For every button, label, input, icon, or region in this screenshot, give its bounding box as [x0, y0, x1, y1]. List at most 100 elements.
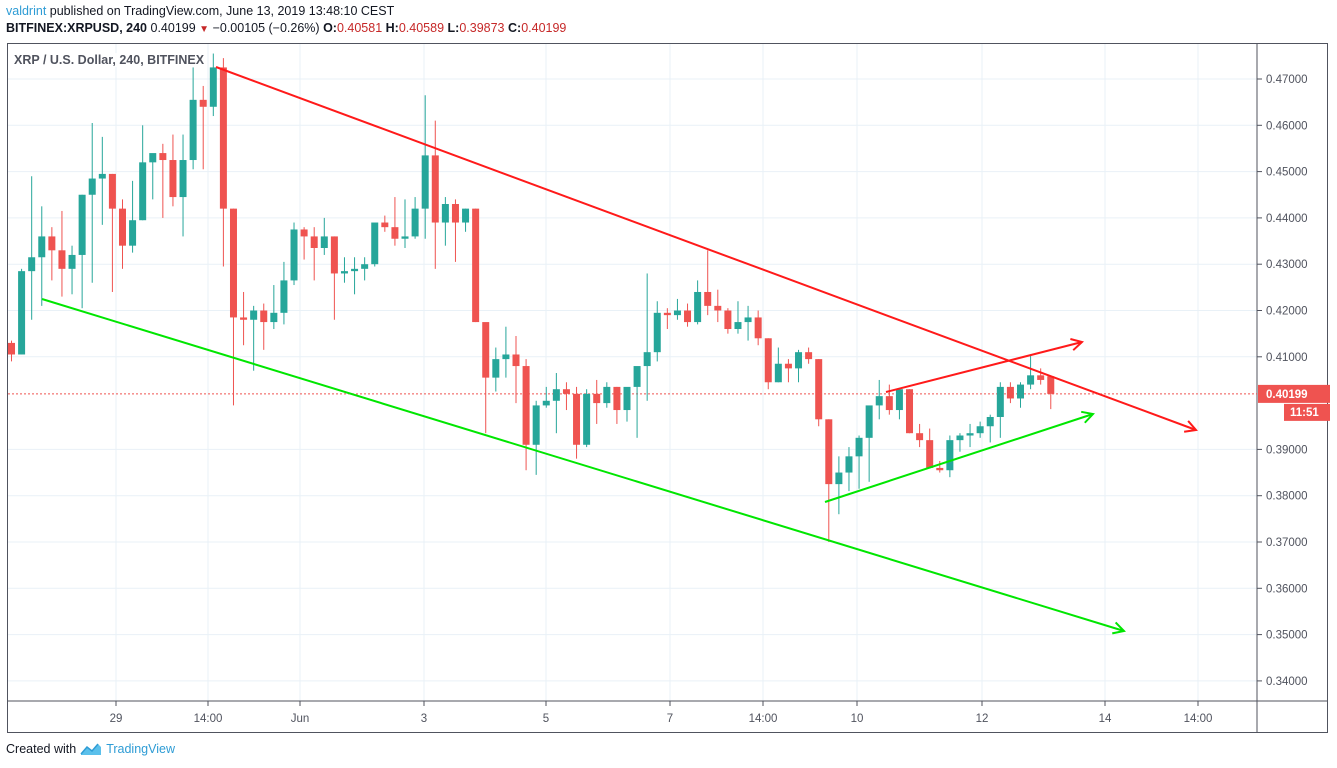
candle [98, 173, 106, 179]
current-price-label: 0.40199 [1266, 389, 1308, 401]
candle [1006, 386, 1014, 399]
candle [603, 386, 611, 404]
candle [895, 389, 903, 411]
candle [956, 435, 964, 441]
candle [300, 229, 308, 237]
candle [593, 393, 601, 404]
candle [754, 317, 762, 339]
candle [88, 178, 96, 195]
candle [8, 342, 15, 355]
time-tick-label: 5 [543, 713, 549, 725]
candle [744, 317, 752, 323]
candle [643, 352, 651, 367]
candle [815, 359, 823, 420]
candle [472, 208, 480, 323]
candle [381, 222, 389, 228]
candle [492, 359, 500, 378]
candle [371, 222, 379, 265]
candle [1027, 375, 1035, 385]
candle [149, 153, 157, 163]
candle [855, 437, 863, 457]
candle [885, 396, 893, 411]
candle [542, 400, 550, 406]
candle [663, 312, 671, 316]
candle [391, 227, 399, 239]
price-tick-label: 0.42000 [1266, 306, 1308, 318]
arrow-head-icon [1070, 338, 1085, 351]
candle [835, 472, 843, 485]
high-label: H: [385, 21, 399, 35]
candle [633, 366, 641, 387]
time-tick-label: 14:00 [1184, 713, 1213, 725]
candle [270, 312, 278, 323]
candle [552, 389, 560, 401]
price-tick-label: 0.36000 [1266, 583, 1308, 595]
tradingview-link[interactable]: TradingView [106, 742, 175, 756]
candle [673, 310, 681, 316]
price-badge: 0.40199 11:51 [1258, 384, 1330, 421]
candle [986, 416, 994, 427]
footer: Created with TradingView [6, 742, 175, 756]
chart-legend-title: XRP / U.S. Dollar, 240, BITFINEX [14, 53, 205, 67]
publisher-link[interactable]: valdrint [6, 4, 47, 18]
candle [320, 236, 328, 248]
axes [8, 44, 1327, 732]
time-tick-label: 14:00 [749, 713, 778, 725]
price-tick-label: 0.41000 [1266, 352, 1308, 364]
bar-countdown-label: 11:51 [1290, 407, 1319, 419]
candle [573, 393, 581, 445]
candle [623, 386, 631, 411]
candle [1017, 384, 1024, 399]
candle [562, 389, 570, 394]
low-value: 0.39873 [459, 21, 505, 35]
candle [330, 236, 338, 274]
candle [613, 386, 621, 411]
candle [936, 467, 944, 471]
candle [482, 322, 490, 378]
close-label: C: [508, 21, 522, 35]
candle [734, 322, 742, 330]
low-label: L: [447, 21, 460, 35]
candle [926, 440, 934, 468]
candle [451, 204, 459, 223]
candle [189, 99, 197, 161]
trendlines[interactable] [41, 66, 1198, 635]
candle [532, 405, 540, 445]
rising-resistance-line[interactable] [885, 341, 1083, 393]
candle [966, 433, 974, 436]
candle [522, 366, 530, 445]
candle [512, 354, 520, 367]
candle [774, 363, 782, 383]
candle [340, 271, 348, 274]
candle [38, 236, 46, 258]
open-label: O: [323, 21, 337, 35]
candle [996, 386, 1004, 417]
candle [825, 419, 833, 485]
candle [441, 204, 449, 223]
candlesticks [8, 53, 1055, 542]
descending-support-line[interactable] [41, 298, 1125, 632]
candle [865, 405, 873, 438]
candle [229, 208, 237, 318]
publish-info: valdrint published on TradingView.com, J… [6, 4, 394, 18]
open-value: 0.40581 [336, 21, 383, 35]
rising-support-line[interactable] [824, 413, 1094, 503]
candle [583, 393, 591, 445]
price-tick-label: 0.38000 [1266, 491, 1308, 503]
candle [784, 363, 792, 369]
candle [875, 396, 883, 406]
down-arrow-icon: ▼ [199, 24, 210, 35]
price-axis[interactable]: 0.47000 0.46000 0.45000 0.44000 0.43000 0.420… [1257, 74, 1308, 688]
candle [78, 194, 86, 255]
arrow-head-icon [1183, 420, 1198, 433]
candle [209, 67, 217, 107]
candle [845, 456, 853, 473]
descending-resistance-line[interactable] [215, 66, 1197, 431]
close-value: 0.40199 [521, 21, 567, 35]
price-tick-label: 0.44000 [1266, 213, 1308, 225]
candle [462, 208, 470, 223]
arrow-head-icon [1112, 621, 1126, 635]
candle [58, 250, 66, 269]
time-axis[interactable]: 29 14:00 Jun 3 5 7 14:00 10 12 14 14:00 [110, 701, 1213, 725]
